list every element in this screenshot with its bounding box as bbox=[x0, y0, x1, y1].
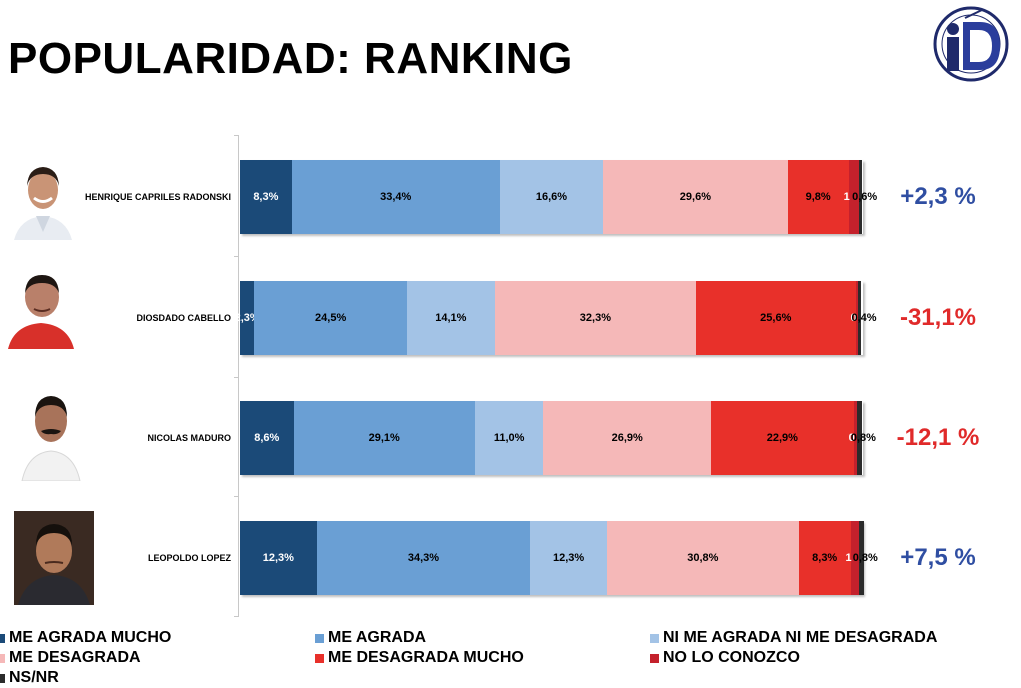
legend-label: ME AGRADA bbox=[328, 629, 427, 646]
legend-label: NS/NR bbox=[9, 669, 59, 686]
candidate-name: DIOSDADO CABELLO bbox=[136, 313, 232, 323]
bar-segment bbox=[850, 521, 860, 595]
candidate-name: HENRIQUE CAPRILES RADONSKI bbox=[84, 192, 231, 202]
stacked-bar: 12,3% 34,3% 12,3% 30,8% 8,3% 1 0,8% bbox=[240, 521, 878, 595]
legend-swatch bbox=[0, 673, 5, 683]
chart-legend: ME AGRADA MUCHO ME AGRADA NI ME AGRADA N… bbox=[0, 626, 1021, 688]
bar-segment bbox=[316, 521, 531, 595]
axis-tick bbox=[234, 256, 239, 257]
legend-label: ME AGRADA MUCHO bbox=[9, 629, 172, 646]
popularity-delta: +7,5 % bbox=[900, 544, 976, 571]
bar-segment bbox=[855, 281, 858, 355]
legend-label: ME DESAGRADA MUCHO bbox=[328, 649, 524, 666]
legend-item: ME AGRADA bbox=[315, 628, 426, 648]
axis-tick bbox=[234, 135, 239, 136]
bar-segment bbox=[858, 281, 861, 355]
legend-item: ME DESAGRADA MUCHO bbox=[315, 648, 524, 668]
bar-segment bbox=[787, 160, 849, 234]
candidate-row: HENRIQUE CAPRILES RADONSKI 8,3% 33,4% 16,6… bbox=[0, 152, 1021, 240]
bar-segment bbox=[848, 160, 859, 234]
bar-segment bbox=[499, 160, 604, 234]
legend-swatch bbox=[650, 653, 659, 663]
legend-item: NS/NR bbox=[0, 668, 59, 688]
bar-segment bbox=[291, 160, 500, 234]
axis-tick bbox=[234, 377, 239, 378]
stacked-bar: 2,3% 24,5% 14,1% 32,3% 25,6% 0 0,4% bbox=[235, 281, 877, 355]
axis-tick bbox=[234, 496, 239, 497]
popularity-delta: -31,1% bbox=[899, 304, 977, 331]
bar-segment bbox=[240, 281, 255, 355]
bar-segment bbox=[240, 160, 292, 234]
candidate-photo bbox=[14, 511, 94, 605]
axis-tick bbox=[234, 616, 239, 617]
bar-segment bbox=[494, 281, 697, 355]
popularity-delta: +2,3 % bbox=[900, 183, 976, 210]
legend-swatch bbox=[315, 653, 324, 663]
candidate-photo bbox=[8, 265, 74, 349]
bar-segment bbox=[240, 401, 294, 475]
bar-segment bbox=[530, 521, 607, 595]
candidate-row: LEOPOLDO LOPEZ 12,3% 34,3% 12,3% 30,8% 8,3% 1… bbox=[0, 511, 1021, 605]
legend-swatch bbox=[0, 653, 5, 663]
legend-label: ME DESAGRADA bbox=[9, 649, 141, 666]
legend-swatch bbox=[315, 633, 324, 643]
candidate-name: LEOPOLDO LOPEZ bbox=[147, 553, 231, 563]
institute-logo bbox=[924, 4, 1014, 84]
bar-segment bbox=[474, 401, 544, 475]
candidate-row: NICOLAS MADURO 8,6% 29,1% 11,0% 26,9% 22,9% 0… bbox=[0, 383, 1021, 481]
bar-segment bbox=[853, 401, 858, 475]
legend-swatch bbox=[650, 633, 659, 643]
stacked-bar: 8,6% 29,1% 11,0% 26,9% 22,9% 0 0,8% bbox=[240, 401, 876, 475]
legend-item: NI ME AGRADA NI ME DESAGRADA bbox=[650, 628, 937, 648]
legend-label: NO LO CONOZCO bbox=[663, 649, 800, 666]
bar-segment bbox=[859, 521, 865, 595]
bar-segment bbox=[543, 401, 711, 475]
legend-item: ME AGRADA MUCHO bbox=[0, 628, 171, 648]
candidate-photo bbox=[10, 152, 76, 240]
bar-segment bbox=[240, 521, 317, 595]
bar-segment bbox=[254, 281, 407, 355]
stacked-bar: 8,3% 33,4% 16,6% 29,6% 9,8% 1 0,6% bbox=[240, 160, 877, 234]
candidate-photo bbox=[20, 383, 82, 481]
popularity-delta: -12,1 % bbox=[896, 424, 980, 451]
bar-segment bbox=[857, 401, 863, 475]
candidate-name: NICOLAS MADURO bbox=[147, 433, 232, 443]
legend-item: ME DESAGRADA bbox=[0, 648, 141, 668]
bar-segment bbox=[293, 401, 475, 475]
bar-segment bbox=[858, 160, 863, 234]
bar-segment bbox=[603, 160, 788, 234]
legend-label: NI ME AGRADA NI ME DESAGRADA bbox=[663, 629, 938, 646]
legend-swatch bbox=[0, 633, 5, 643]
bar-segment bbox=[710, 401, 854, 475]
bar-segment bbox=[606, 521, 799, 595]
candidate-row: DIOSDADO CABELLO 2,3% 24,5% 14,1% 32,3% 25,6… bbox=[0, 265, 1021, 355]
page-title: POPULARIDAD: RANKING bbox=[8, 34, 573, 83]
category-axis-line bbox=[238, 135, 239, 617]
bar-segment bbox=[798, 521, 851, 595]
bar-segment bbox=[696, 281, 856, 355]
bar-segment bbox=[406, 281, 495, 355]
legend-item: NO LO CONOZCO bbox=[650, 648, 800, 668]
